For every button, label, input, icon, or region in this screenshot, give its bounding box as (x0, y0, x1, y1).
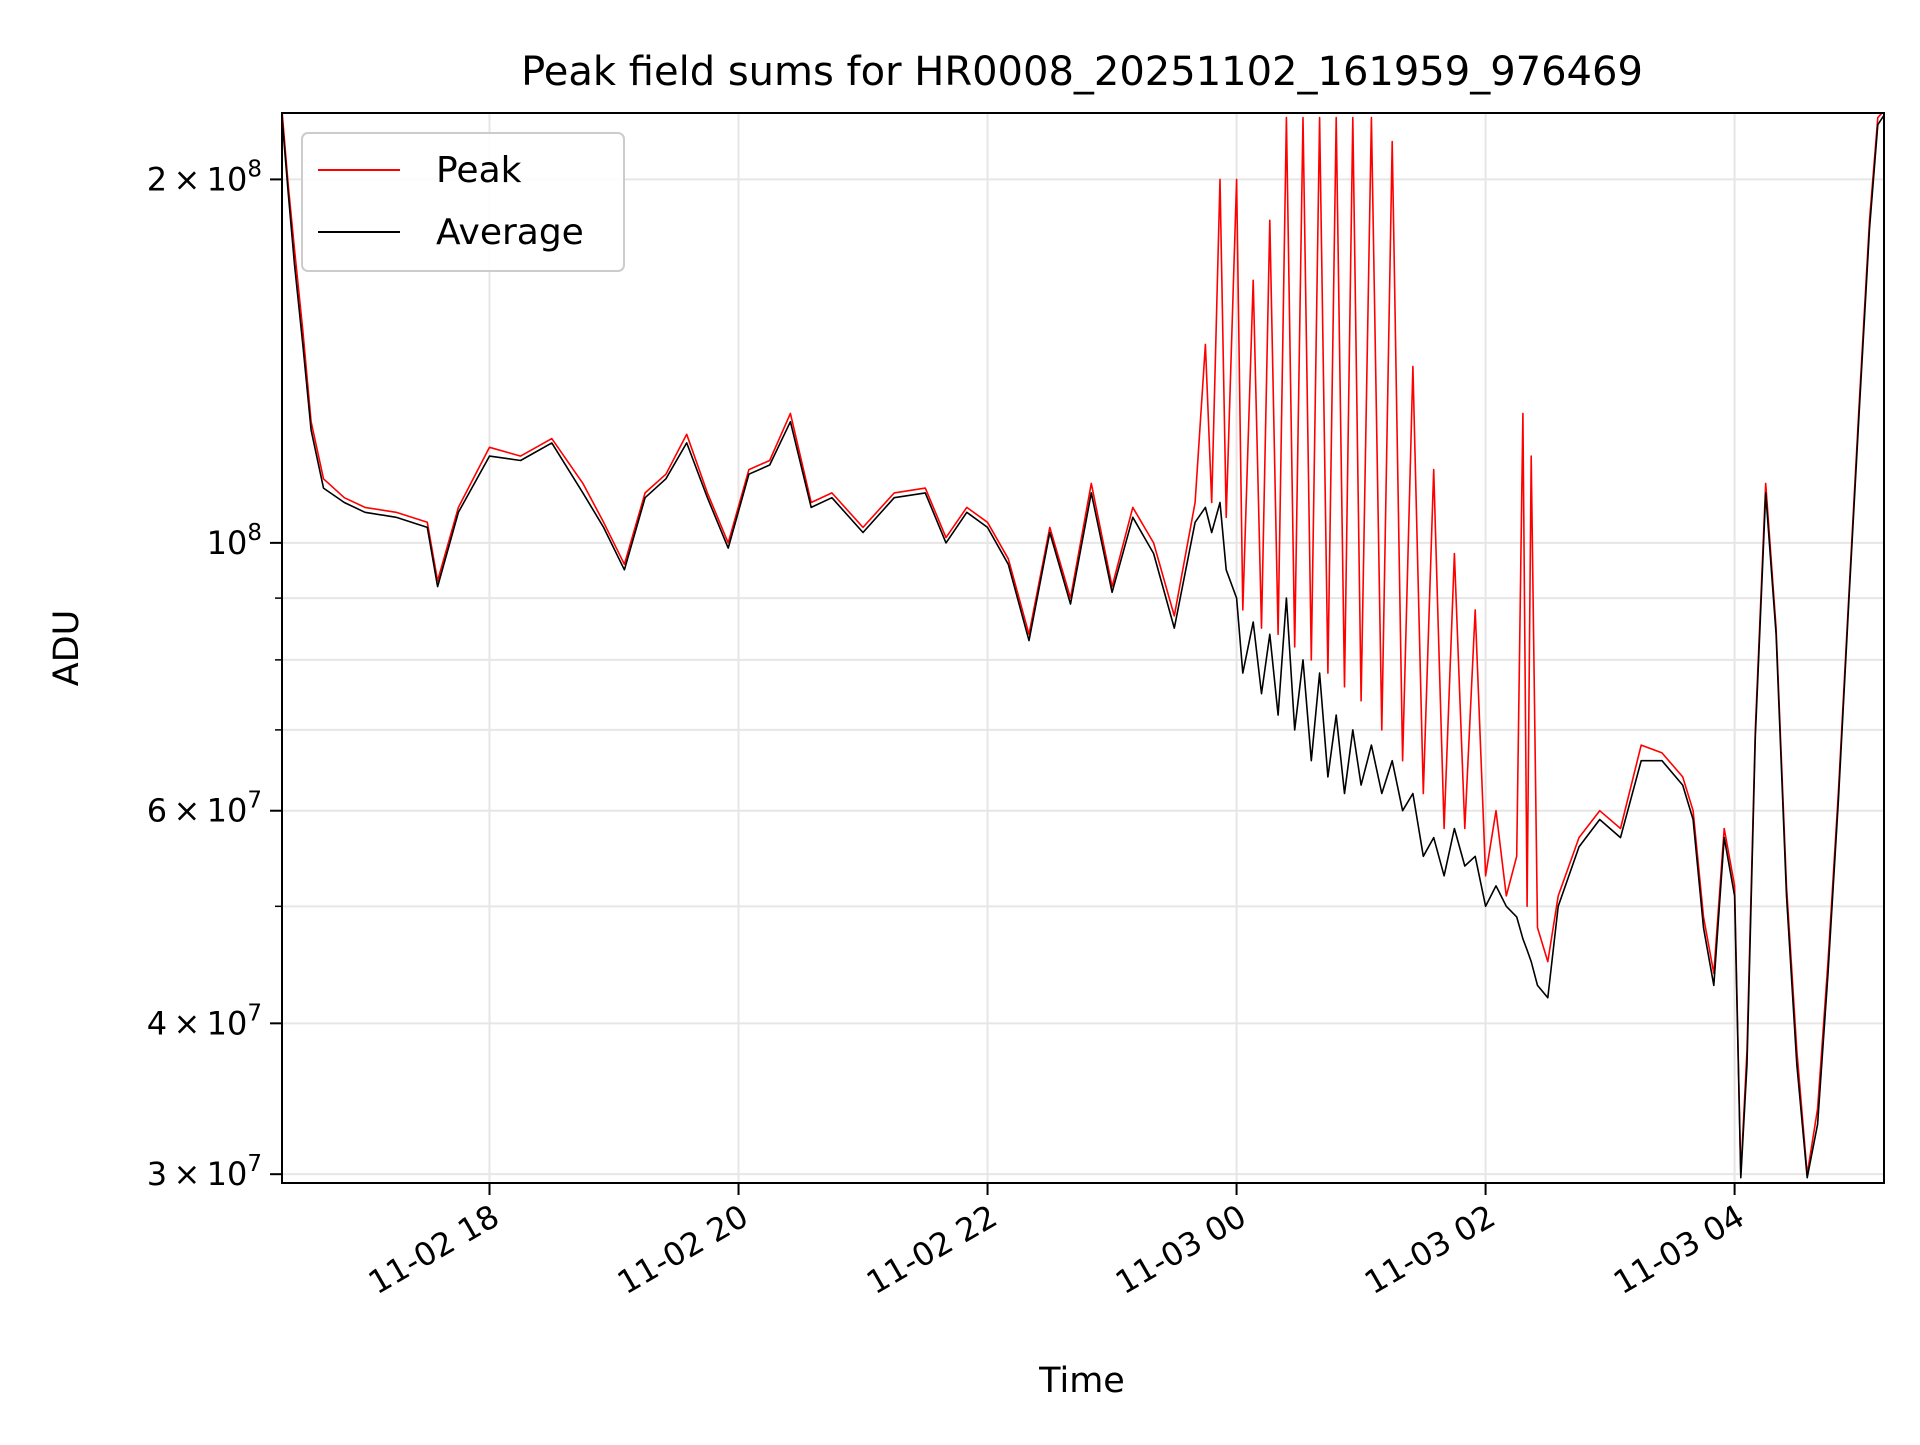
y-tick-label: 6 × 107 (147, 788, 262, 830)
series-line-peak (282, 113, 1884, 1175)
y-tick-label: 4 × 107 (147, 1000, 262, 1042)
legend-label-average: Average (436, 212, 584, 253)
plot-area (282, 113, 1884, 1179)
y-tick-label: 3 × 107 (147, 1151, 262, 1193)
y-axis: 3 × 107 4 × 107 6 × 107 108 2 × 108 (147, 156, 282, 1193)
legend: Peak Average (301, 132, 625, 272)
legend-box (301, 132, 625, 272)
y-axis-label: ADU (47, 610, 87, 687)
y-tick-label: 108 (207, 520, 262, 562)
plot-frame (281, 112, 1885, 1184)
y-tick-label: 2 × 108 (147, 156, 262, 198)
chart-title: Peak field sums for HR0008_20251102_1619… (521, 49, 1643, 95)
x-axis-label: Time (1038, 1361, 1125, 1401)
legend-label-peak: Peak (436, 150, 522, 191)
series-line-average (282, 114, 1884, 1179)
